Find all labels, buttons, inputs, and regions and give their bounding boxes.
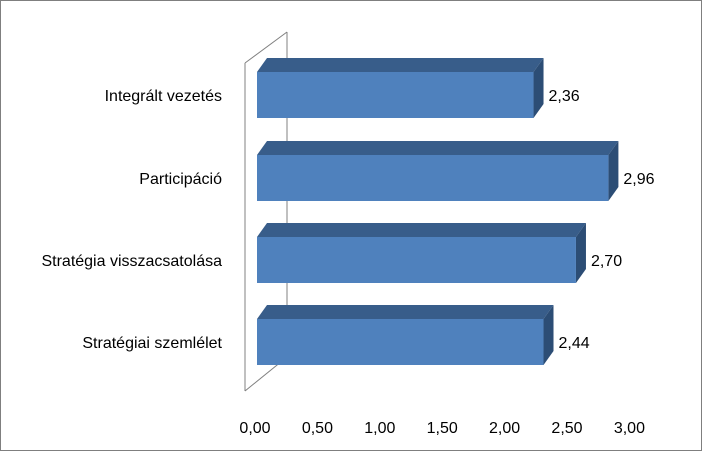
bar-front-face xyxy=(257,319,544,365)
bar-top-face xyxy=(257,58,544,72)
category-label: Stratégia visszacsatolása xyxy=(41,253,222,270)
axis-top-diagonal xyxy=(244,31,288,64)
bar-side-face xyxy=(543,305,554,365)
category-labels: Integrált vezetés Participáció Stratégia v… xyxy=(41,88,222,352)
data-label: 2,36 xyxy=(549,88,580,105)
bars-group xyxy=(257,58,619,365)
x-tick-label: 3,00 xyxy=(614,420,645,437)
category-label: Stratégiai szemlélet xyxy=(82,335,222,352)
data-labels: 2,36 2,96 2,70 2,44 xyxy=(549,88,655,352)
bar-front-face xyxy=(257,155,609,201)
bar-top-face xyxy=(257,141,619,155)
x-tick-label: 1,00 xyxy=(364,420,395,437)
x-tick-label: 2,00 xyxy=(489,420,520,437)
bar-side-face xyxy=(533,58,544,118)
bar-3 xyxy=(257,223,586,283)
x-tick-label: 0,00 xyxy=(239,420,270,437)
x-tick-label: 2,50 xyxy=(551,420,582,437)
bar-front-face xyxy=(257,72,534,118)
bar-side-face xyxy=(608,141,619,201)
data-label: 2,96 xyxy=(623,171,654,188)
x-tick-labels: 0,00 0,50 1,00 1,50 2,00 2,50 3,00 xyxy=(239,420,645,437)
x-tick-label: 0,50 xyxy=(302,420,333,437)
bar-1 xyxy=(257,58,544,118)
bar-2 xyxy=(257,141,619,201)
bar-side-face xyxy=(575,223,586,283)
category-label: Participáció xyxy=(139,171,222,188)
bar-4 xyxy=(257,305,554,365)
bar-top-face xyxy=(257,223,586,237)
data-label: 2,44 xyxy=(559,335,590,352)
x-tick-label: 1,50 xyxy=(427,420,458,437)
bar-front-face xyxy=(257,237,576,283)
bar-top-face xyxy=(257,305,554,319)
data-label: 2,70 xyxy=(591,253,622,270)
category-label: Integrált vezetés xyxy=(105,88,222,105)
